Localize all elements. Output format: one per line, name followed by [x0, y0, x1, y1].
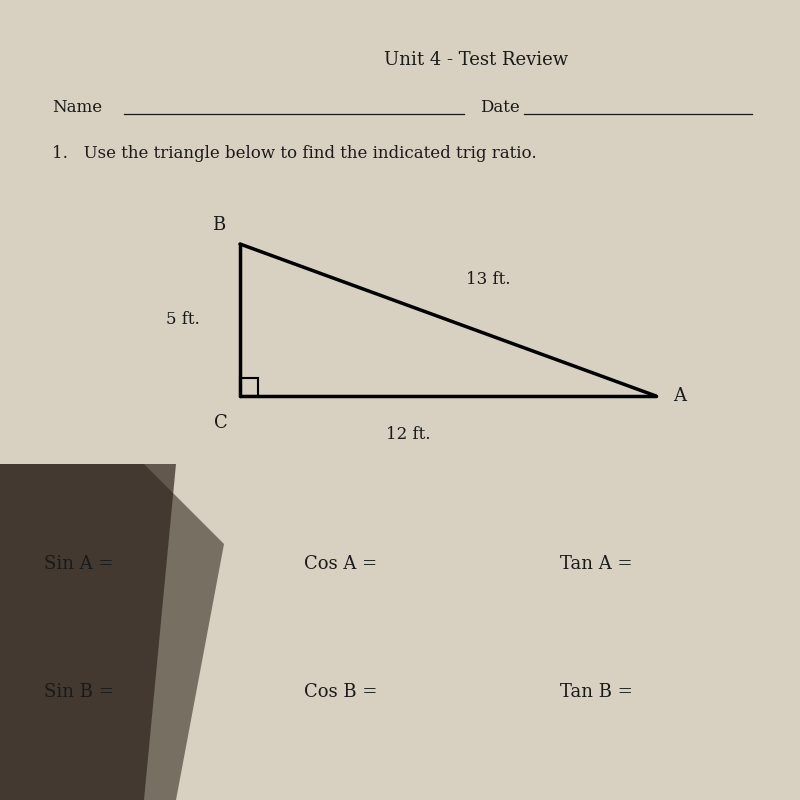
Text: Unit 4 - Test Review: Unit 4 - Test Review [384, 51, 568, 69]
Text: Cos B =: Cos B = [304, 683, 378, 701]
Text: Date: Date [480, 99, 520, 117]
Text: 13 ft.: 13 ft. [466, 271, 510, 289]
Text: Tan B =: Tan B = [560, 683, 633, 701]
Bar [240, 378, 258, 396]
Text: 12 ft.: 12 ft. [386, 426, 430, 443]
Polygon shape [0, 464, 224, 800]
Text: A: A [674, 387, 686, 405]
Text: Name: Name [52, 99, 102, 117]
Text: 1.   Use the triangle below to find the indicated trig ratio.: 1. Use the triangle below to find the in… [52, 145, 537, 162]
Text: 5 ft.: 5 ft. [166, 311, 200, 329]
Text: Tan A =: Tan A = [560, 555, 633, 573]
Polygon shape [0, 464, 176, 800]
Text: B: B [212, 216, 226, 234]
Text: C: C [214, 414, 228, 432]
Text: Sin A =: Sin A = [44, 555, 114, 573]
Text: Sin B =: Sin B = [44, 683, 114, 701]
Text: Cos A =: Cos A = [304, 555, 377, 573]
